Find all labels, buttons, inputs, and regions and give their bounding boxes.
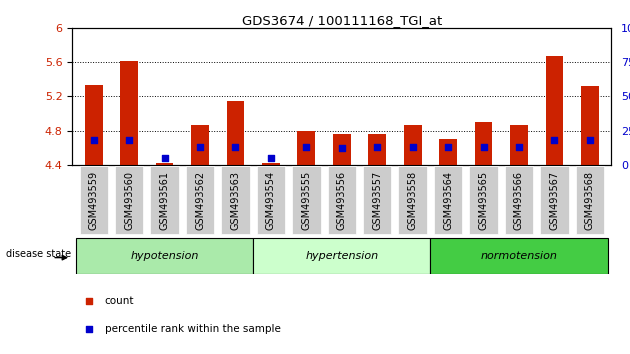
FancyBboxPatch shape bbox=[221, 166, 249, 234]
Text: disease state: disease state bbox=[6, 249, 71, 259]
Bar bbox=[510, 125, 528, 165]
Bar bbox=[156, 163, 173, 165]
Point bbox=[231, 144, 241, 150]
Text: GSM493565: GSM493565 bbox=[479, 170, 488, 230]
Text: hypotension: hypotension bbox=[130, 251, 199, 261]
Text: GSM493567: GSM493567 bbox=[549, 170, 559, 230]
FancyBboxPatch shape bbox=[292, 166, 321, 234]
FancyBboxPatch shape bbox=[76, 238, 253, 274]
Point bbox=[159, 155, 169, 161]
Point bbox=[514, 144, 524, 150]
Point bbox=[443, 144, 453, 150]
FancyBboxPatch shape bbox=[576, 166, 604, 234]
Text: GSM493562: GSM493562 bbox=[195, 170, 205, 230]
FancyBboxPatch shape bbox=[430, 238, 607, 274]
FancyBboxPatch shape bbox=[115, 166, 143, 234]
FancyBboxPatch shape bbox=[399, 166, 427, 234]
Point bbox=[195, 144, 205, 150]
Point bbox=[89, 137, 99, 143]
Bar bbox=[120, 61, 138, 165]
Text: GSM493568: GSM493568 bbox=[585, 171, 595, 229]
FancyBboxPatch shape bbox=[151, 166, 179, 234]
Text: GSM493563: GSM493563 bbox=[231, 171, 241, 229]
Title: GDS3674 / 100111168_TGI_at: GDS3674 / 100111168_TGI_at bbox=[242, 14, 442, 27]
Text: normotension: normotension bbox=[481, 251, 558, 261]
FancyBboxPatch shape bbox=[79, 166, 108, 234]
Bar bbox=[262, 163, 280, 165]
Point bbox=[266, 155, 276, 161]
Bar bbox=[227, 101, 244, 165]
Point bbox=[549, 137, 559, 143]
Point bbox=[479, 144, 489, 150]
FancyBboxPatch shape bbox=[257, 166, 285, 234]
Text: percentile rank within the sample: percentile rank within the sample bbox=[105, 324, 280, 334]
Text: GSM493561: GSM493561 bbox=[159, 171, 169, 229]
Point bbox=[484, 150, 494, 156]
FancyBboxPatch shape bbox=[253, 238, 430, 274]
Text: GSM493557: GSM493557 bbox=[372, 170, 382, 230]
FancyBboxPatch shape bbox=[469, 166, 498, 234]
FancyBboxPatch shape bbox=[541, 166, 569, 234]
Bar bbox=[191, 125, 209, 165]
Point bbox=[336, 145, 346, 151]
FancyBboxPatch shape bbox=[328, 166, 356, 234]
Bar bbox=[474, 122, 493, 165]
Bar bbox=[404, 125, 421, 165]
Text: GSM493558: GSM493558 bbox=[408, 170, 418, 230]
FancyBboxPatch shape bbox=[434, 166, 462, 234]
FancyBboxPatch shape bbox=[505, 166, 533, 234]
Point bbox=[585, 137, 595, 143]
Bar bbox=[85, 85, 103, 165]
FancyBboxPatch shape bbox=[363, 166, 391, 234]
Text: GSM493559: GSM493559 bbox=[89, 170, 99, 230]
Bar bbox=[297, 131, 315, 165]
Text: GSM493555: GSM493555 bbox=[301, 170, 311, 230]
Bar bbox=[369, 134, 386, 165]
Text: GSM493564: GSM493564 bbox=[443, 171, 453, 229]
Bar bbox=[546, 56, 563, 165]
Text: GSM493566: GSM493566 bbox=[514, 171, 524, 229]
Bar bbox=[581, 86, 598, 165]
Point bbox=[408, 144, 418, 150]
Point bbox=[372, 144, 382, 150]
Text: GSM493554: GSM493554 bbox=[266, 170, 276, 230]
Point bbox=[124, 137, 134, 143]
Bar bbox=[333, 134, 351, 165]
Text: GSM493556: GSM493556 bbox=[337, 170, 346, 230]
Text: hypertension: hypertension bbox=[305, 251, 379, 261]
Point bbox=[301, 144, 311, 150]
Bar bbox=[439, 139, 457, 165]
FancyBboxPatch shape bbox=[186, 166, 214, 234]
Text: count: count bbox=[105, 296, 134, 306]
Text: GSM493560: GSM493560 bbox=[124, 171, 134, 229]
